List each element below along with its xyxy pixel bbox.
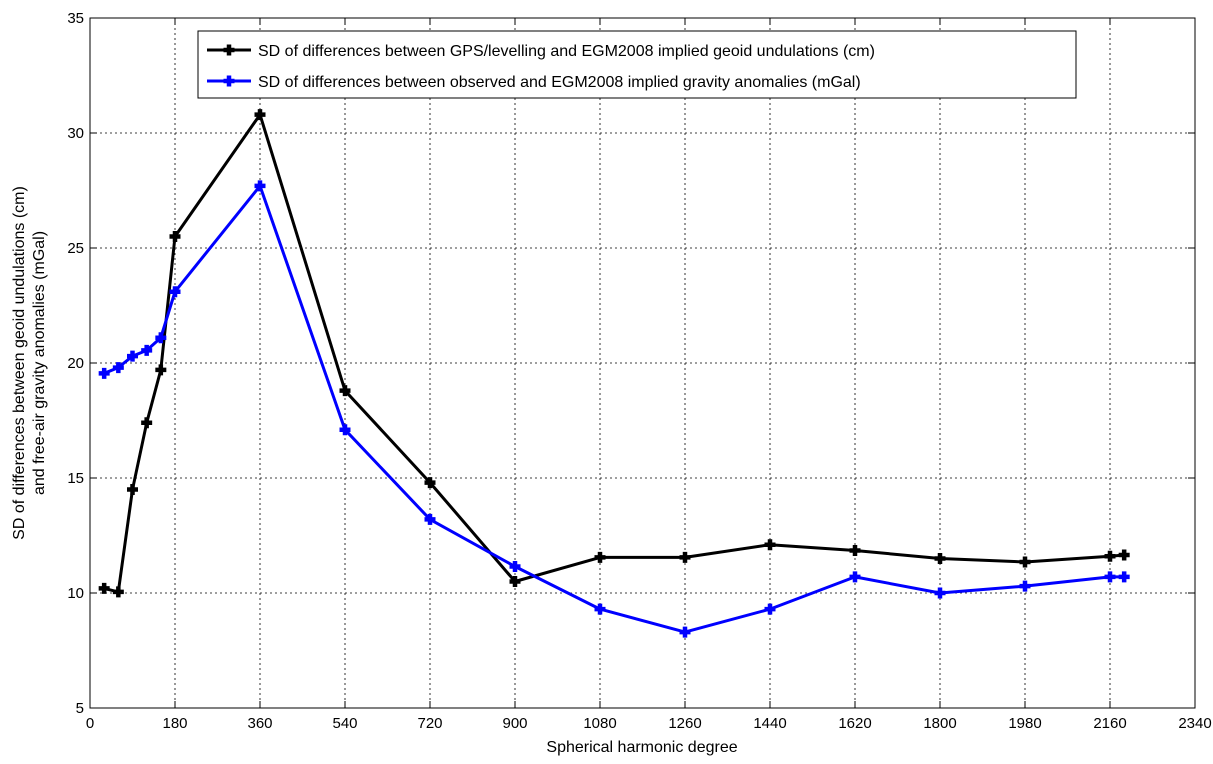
data-point [1104, 571, 1116, 583]
data-point [112, 362, 124, 374]
legend: SD of differences between GPS/levelling … [197, 30, 1077, 99]
x-tick-label: 2160 [1093, 715, 1126, 732]
data-point [849, 544, 861, 556]
x-axis-label: Spherical harmonic degree [546, 739, 737, 756]
legend-marker-geoid [223, 44, 235, 56]
x-tick-label: 1440 [753, 715, 786, 732]
x-tick-label: 720 [417, 715, 442, 732]
y-tick-label: 25 [67, 240, 84, 257]
data-point [849, 571, 861, 583]
data-point [934, 553, 946, 564]
data-point [339, 385, 351, 397]
data-point [169, 286, 181, 298]
legend-entry-gravity: SD of differences between observed and E… [258, 74, 861, 91]
data-point [509, 576, 521, 587]
data-point [1019, 556, 1031, 568]
data-point [1104, 550, 1116, 562]
data-point [155, 332, 167, 344]
data-point [339, 424, 351, 436]
legend-box [197, 30, 1077, 99]
data-point [1019, 580, 1031, 592]
data-point [98, 582, 110, 594]
y-axis-label-line1: SD of differences between geoid undulati… [11, 186, 28, 540]
data-point [764, 603, 776, 615]
x-tick-label: 360 [247, 715, 272, 732]
data-point [127, 484, 138, 495]
y-tick-label: 20 [67, 355, 84, 372]
data-point [254, 109, 266, 121]
data-point [112, 586, 124, 598]
y-axis-label-line2: and free-air gravity anomalies (mGal) [31, 231, 48, 495]
series-1 [98, 180, 1130, 638]
data-point [169, 231, 181, 242]
data-point [254, 180, 266, 192]
data-point [141, 344, 153, 356]
series-line [103, 113, 1125, 594]
data-point [594, 551, 606, 563]
data-point [594, 603, 606, 615]
y-tick-label: 30 [67, 125, 84, 142]
series-layer [98, 109, 1130, 638]
legend-marker-gravity [223, 75, 235, 87]
x-tick-label: 1980 [1008, 715, 1041, 732]
x-tick-label: 1620 [838, 715, 871, 732]
x-tick-label: 0 [86, 715, 94, 732]
data-point [679, 626, 691, 638]
data-point [127, 350, 138, 362]
y-tick-label: 35 [67, 10, 84, 27]
data-point [98, 367, 110, 379]
data-point [1118, 571, 1130, 583]
data-point [155, 364, 167, 376]
x-tick-label: 1080 [583, 715, 616, 732]
x-tick-label: 900 [502, 715, 527, 732]
data-point [141, 417, 153, 429]
data-point [1118, 549, 1130, 561]
tick-labels: 0 180 360 540 720 900 1080 1260 1440 1620 1800 1980… [67, 10, 1211, 732]
y-tick-label: 10 [67, 585, 84, 602]
x-tick-label: 1260 [668, 715, 701, 732]
x-tick-label: 1800 [923, 715, 956, 732]
x-tick-label: 2340 [1178, 715, 1211, 732]
x-tick-label: 180 [162, 715, 187, 732]
data-point [424, 477, 436, 489]
data-point [679, 551, 691, 563]
x-tick-label: 540 [332, 715, 357, 732]
data-point [509, 561, 521, 573]
data-point [764, 539, 776, 551]
data-point [424, 513, 436, 525]
y-tick-label: 15 [67, 470, 84, 487]
series-0 [98, 109, 1130, 598]
data-point [934, 587, 946, 599]
ticks [89, 17, 1196, 709]
legend-entry-geoid: SD of differences between GPS/levelling … [258, 43, 875, 60]
y-tick-label: 5 [76, 700, 84, 717]
